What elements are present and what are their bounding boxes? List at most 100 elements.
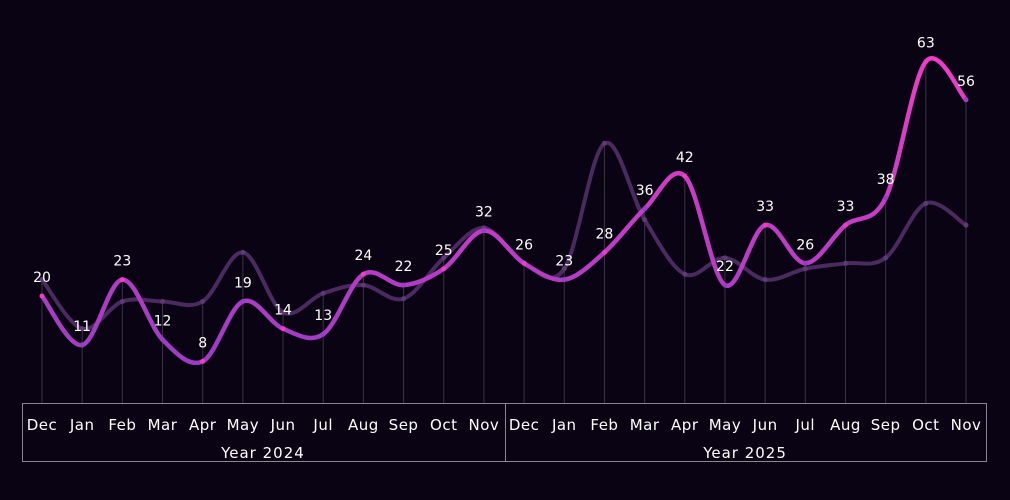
- x-tick-label: Jun: [270, 416, 296, 434]
- data-point-primary[interactable]: [802, 260, 808, 266]
- data-point-secondary[interactable]: [360, 282, 366, 288]
- data-point-secondary[interactable]: [842, 260, 848, 266]
- data-point-primary[interactable]: [561, 277, 567, 283]
- data-label: 22: [395, 259, 413, 275]
- data-point-secondary[interactable]: [642, 217, 648, 223]
- data-label: 8: [198, 335, 207, 351]
- data-point-secondary[interactable]: [762, 277, 768, 283]
- data-label: 33: [837, 199, 855, 215]
- data-point-primary[interactable]: [160, 337, 166, 343]
- data-point-secondary[interactable]: [39, 277, 45, 283]
- data-point-secondary[interactable]: [79, 326, 85, 332]
- data-label: 42: [676, 150, 694, 166]
- data-label: 26: [515, 237, 533, 253]
- x-tick-label: Oct: [912, 416, 939, 434]
- data-label: 63: [917, 36, 935, 52]
- data-label: 23: [555, 254, 573, 270]
- data-point-secondary[interactable]: [119, 298, 125, 304]
- year-group-label: Year 2024: [220, 444, 305, 462]
- data-point-secondary[interactable]: [441, 255, 447, 261]
- data-label: 24: [354, 248, 372, 264]
- data-point-primary[interactable]: [441, 266, 447, 272]
- data-point-secondary[interactable]: [561, 266, 567, 272]
- data-point-primary[interactable]: [401, 282, 407, 288]
- data-point-secondary[interactable]: [160, 298, 166, 304]
- data-point-primary[interactable]: [240, 298, 246, 304]
- x-tick-label: Mar: [148, 416, 178, 434]
- x-tick-label: Jan: [551, 416, 577, 434]
- data-point-primary[interactable]: [883, 195, 889, 201]
- x-axis-box: [22, 403, 987, 462]
- x-tick-label: Nov: [469, 416, 500, 434]
- data-label: 20: [33, 270, 51, 286]
- data-point-primary[interactable]: [79, 342, 85, 348]
- data-label: 11: [73, 319, 91, 335]
- data-point-primary[interactable]: [682, 173, 688, 179]
- data-point-primary[interactable]: [521, 260, 527, 266]
- x-tick-label: Feb: [590, 416, 618, 434]
- data-label: 28: [596, 226, 614, 242]
- data-label: 12: [154, 314, 172, 330]
- data-point-primary[interactable]: [481, 228, 487, 234]
- data-point-secondary[interactable]: [722, 255, 728, 261]
- x-tick-label: Jan: [69, 416, 95, 434]
- data-label: 38: [877, 172, 895, 188]
- data-label: 22: [716, 259, 734, 275]
- data-point-secondary[interactable]: [601, 140, 607, 146]
- x-tick-label: Oct: [430, 416, 457, 434]
- data-label: 36: [636, 183, 654, 199]
- x-tick-label: Jul: [312, 416, 333, 434]
- data-point-secondary[interactable]: [883, 255, 889, 261]
- data-point-secondary[interactable]: [401, 296, 407, 302]
- data-point-primary[interactable]: [200, 358, 206, 364]
- x-tick-label: Aug: [830, 416, 861, 434]
- data-label: 19: [234, 275, 252, 291]
- x-tick-label: Dec: [27, 416, 58, 434]
- data-point-secondary[interactable]: [682, 271, 688, 277]
- data-point-primary[interactable]: [842, 222, 848, 228]
- data-point-primary[interactable]: [762, 222, 768, 228]
- x-tick-label: Aug: [348, 416, 379, 434]
- data-point-primary[interactable]: [923, 59, 929, 65]
- x-tick-label: Nov: [951, 416, 982, 434]
- data-label: 32: [475, 205, 493, 221]
- data-point-secondary[interactable]: [200, 298, 206, 304]
- data-point-secondary[interactable]: [280, 309, 286, 315]
- data-label: 13: [314, 308, 332, 324]
- data-point-primary[interactable]: [722, 282, 728, 288]
- x-tick-label: Apr: [189, 416, 217, 434]
- data-point-secondary[interactable]: [802, 266, 808, 272]
- data-point-primary[interactable]: [280, 326, 286, 332]
- data-point-primary[interactable]: [39, 293, 45, 299]
- x-tick-label: Sep: [389, 416, 419, 434]
- data-label: 23: [113, 254, 131, 270]
- data-point-secondary[interactable]: [963, 222, 969, 228]
- series-line-secondary: [40, 140, 968, 331]
- x-tick-label: May: [227, 416, 260, 434]
- data-label: 56: [957, 74, 975, 90]
- data-point-primary[interactable]: [119, 277, 125, 283]
- x-tick-label: Feb: [108, 416, 136, 434]
- data-point-primary[interactable]: [642, 206, 648, 212]
- x-tick-label: Apr: [671, 416, 699, 434]
- data-label: 33: [756, 199, 774, 215]
- data-point-secondary[interactable]: [240, 249, 246, 255]
- data-point-secondary[interactable]: [320, 290, 326, 296]
- x-tick-label: May: [709, 416, 742, 434]
- data-point-primary[interactable]: [601, 249, 607, 255]
- series-line-primary: [39, 56, 969, 366]
- data-label: 25: [435, 243, 453, 259]
- year-group-label: Year 2025: [702, 444, 787, 462]
- x-tick-label: Sep: [871, 416, 901, 434]
- data-label: 14: [274, 303, 292, 319]
- data-label: 26: [796, 237, 814, 253]
- x-tick-label: Jun: [752, 416, 778, 434]
- data-point-primary[interactable]: [320, 331, 326, 337]
- data-point-primary[interactable]: [963, 97, 969, 103]
- x-tick-label: Jul: [794, 416, 815, 434]
- x-tick-label: Dec: [509, 416, 540, 434]
- data-point-primary[interactable]: [360, 271, 366, 277]
- x-tick-label: Mar: [630, 416, 660, 434]
- data-point-secondary[interactable]: [923, 200, 929, 206]
